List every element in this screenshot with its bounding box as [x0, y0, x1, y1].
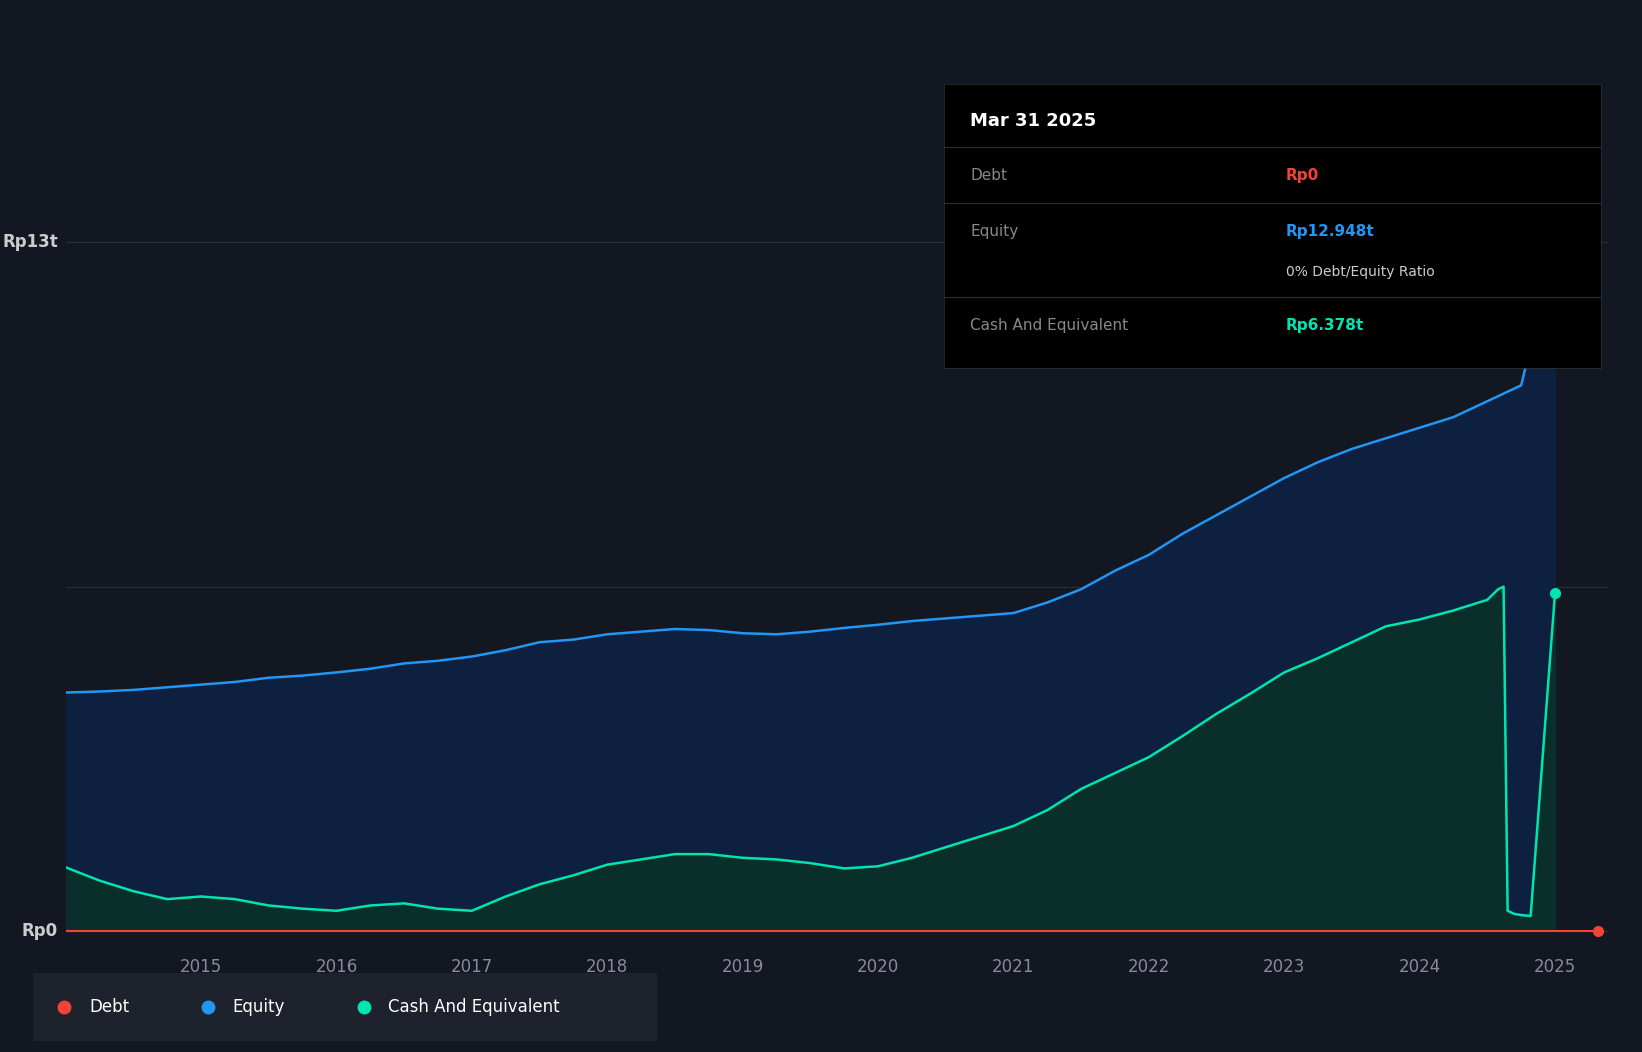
Text: Rp6.378t: Rp6.378t — [1286, 318, 1365, 333]
Text: Equity: Equity — [233, 998, 284, 1016]
Text: 0% Debt/Equity Ratio: 0% Debt/Equity Ratio — [1286, 265, 1435, 279]
Text: Rp0: Rp0 — [1286, 167, 1319, 183]
Text: Debt: Debt — [89, 998, 130, 1016]
Text: Rp13t: Rp13t — [2, 234, 57, 251]
Text: Mar 31 2025: Mar 31 2025 — [970, 113, 1097, 130]
Text: Cash And Equivalent: Cash And Equivalent — [389, 998, 560, 1016]
Text: Equity: Equity — [970, 224, 1018, 240]
Text: Rp0: Rp0 — [21, 922, 57, 939]
Text: Rp12.948t: Rp12.948t — [1286, 224, 1374, 240]
Text: Cash And Equivalent: Cash And Equivalent — [970, 318, 1128, 333]
Text: Debt: Debt — [970, 167, 1008, 183]
